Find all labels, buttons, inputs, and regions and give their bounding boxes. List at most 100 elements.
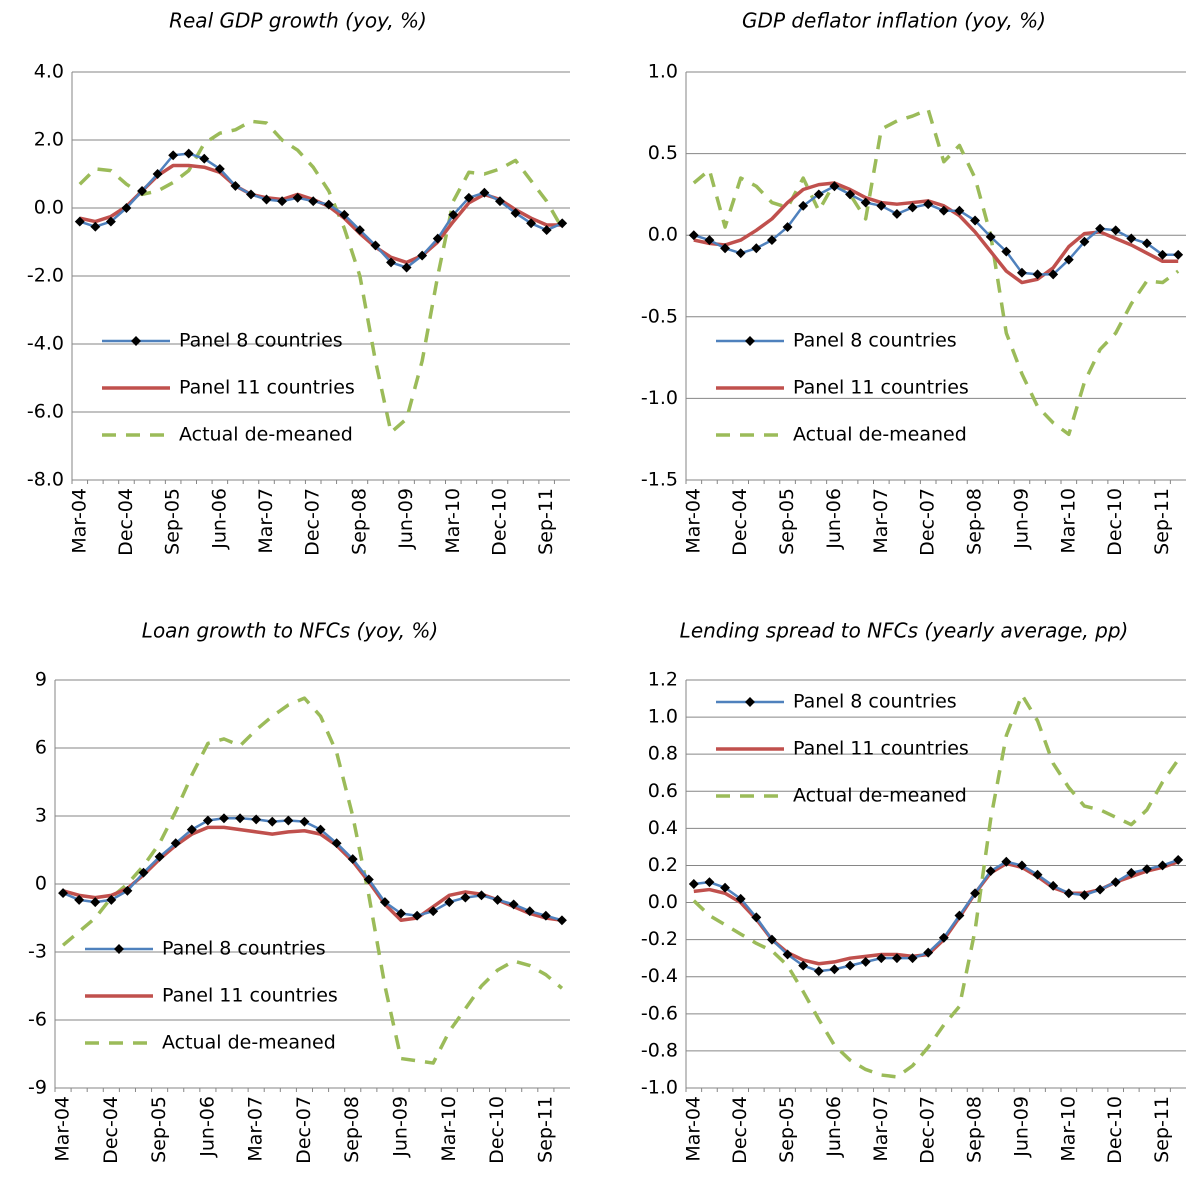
marker: [782, 222, 793, 232]
marker: [524, 906, 535, 917]
legend-marker: [745, 697, 755, 707]
marker: [1110, 877, 1121, 888]
marker: [1063, 888, 1074, 899]
x-tick-label: Sep-08: [964, 488, 986, 555]
series-line: [693, 858, 1179, 973]
x-tick-label: Jun-09: [395, 488, 417, 550]
marker: [876, 953, 887, 964]
marker: [363, 874, 374, 885]
marker: [526, 218, 537, 229]
marker: [1173, 249, 1184, 260]
marker: [1063, 254, 1074, 265]
marker: [1048, 269, 1059, 280]
marker: [479, 187, 490, 198]
x-tick-label: Sep-05: [162, 488, 184, 555]
y-tick-label: -1.0: [641, 1077, 678, 1099]
marker: [246, 189, 256, 200]
y-tick-label: 0.5: [648, 142, 678, 164]
marker: [688, 879, 699, 889]
legend-label: Actual de-meaned: [793, 424, 967, 446]
marker: [798, 200, 809, 211]
marker: [432, 233, 443, 244]
y-tick-label: 0.0: [648, 891, 678, 913]
marker: [735, 893, 746, 904]
x-tick-label: Mar-07: [870, 1096, 892, 1162]
x-tick-label: Jun-09: [1010, 488, 1032, 550]
marker: [557, 218, 568, 229]
y-tick-label: -8.0: [27, 469, 64, 491]
legend-label: Panel 8 countries: [793, 691, 957, 713]
marker: [417, 250, 428, 261]
marker: [444, 897, 455, 908]
marker: [845, 189, 856, 200]
marker: [476, 890, 487, 901]
y-tick-label: -6.0: [27, 401, 64, 423]
marker: [1079, 236, 1090, 247]
marker: [401, 262, 412, 273]
marker: [720, 243, 731, 254]
marker: [704, 235, 715, 246]
legend-label: Panel 8 countries: [162, 938, 326, 960]
x-tick-label: Dec-04: [115, 488, 137, 556]
marker: [251, 814, 262, 825]
y-tick-label: -6: [28, 1009, 47, 1031]
marker: [782, 949, 793, 960]
legend-label: Panel 8 countries: [793, 330, 957, 352]
marker: [766, 934, 777, 945]
y-tick-label: -0.8: [641, 1039, 678, 1061]
x-tick-label: Dec-10: [1104, 1096, 1126, 1164]
x-tick-label: Mar-04: [682, 1096, 704, 1162]
x-tick-label: Mar-07: [255, 488, 277, 554]
marker: [1157, 249, 1168, 260]
y-tick-label: 6: [35, 737, 47, 759]
marker: [277, 196, 288, 207]
marker: [492, 894, 503, 905]
marker: [1110, 225, 1121, 236]
x-tick-label: Jun-06: [823, 1096, 845, 1158]
y-tick-label: 0.0: [648, 224, 678, 246]
marker: [751, 243, 762, 254]
marker: [541, 225, 552, 236]
marker: [386, 257, 396, 268]
marker: [907, 202, 918, 213]
marker: [1032, 269, 1043, 280]
legend-label: Panel 11 countries: [793, 377, 969, 399]
x-tick-label: Jun-09: [390, 1096, 412, 1158]
marker: [331, 838, 342, 849]
y-tick-label: 1.0: [648, 61, 678, 83]
y-tick-label: 0.8: [648, 743, 678, 765]
x-tick-label: Dec-10: [1104, 488, 1126, 556]
x-tick-label: Mar-04: [682, 488, 704, 554]
x-tick-label: Dec-04: [100, 1096, 122, 1164]
marker: [954, 205, 965, 216]
marker: [1157, 860, 1168, 871]
x-tick-label: Jun-06: [196, 1096, 218, 1158]
marker: [557, 915, 567, 926]
marker: [267, 816, 278, 827]
y-tick-label: -1.5: [641, 469, 678, 491]
marker: [813, 966, 824, 977]
marker: [292, 192, 303, 203]
legend-label: Panel 11 countries: [793, 738, 969, 760]
marker: [308, 196, 319, 207]
marker: [860, 956, 871, 967]
marker: [907, 953, 918, 964]
marker: [183, 148, 194, 159]
marker: [354, 225, 365, 236]
marker: [510, 208, 521, 219]
marker: [735, 248, 746, 259]
marker: [122, 885, 133, 896]
marker: [315, 824, 326, 835]
x-tick-label: Sep-08: [341, 1096, 363, 1163]
marker: [1079, 890, 1090, 901]
x-tick-label: Sep-11: [1151, 488, 1173, 555]
marker: [970, 888, 981, 899]
legend-marker: [114, 944, 124, 954]
x-tick-label: Dec-07: [302, 488, 324, 556]
marker: [168, 150, 179, 161]
x-tick-label: Dec-10: [488, 488, 510, 556]
y-tick-label: -0.5: [641, 305, 678, 327]
marker: [923, 199, 934, 210]
marker: [938, 932, 949, 943]
marker: [813, 189, 824, 200]
